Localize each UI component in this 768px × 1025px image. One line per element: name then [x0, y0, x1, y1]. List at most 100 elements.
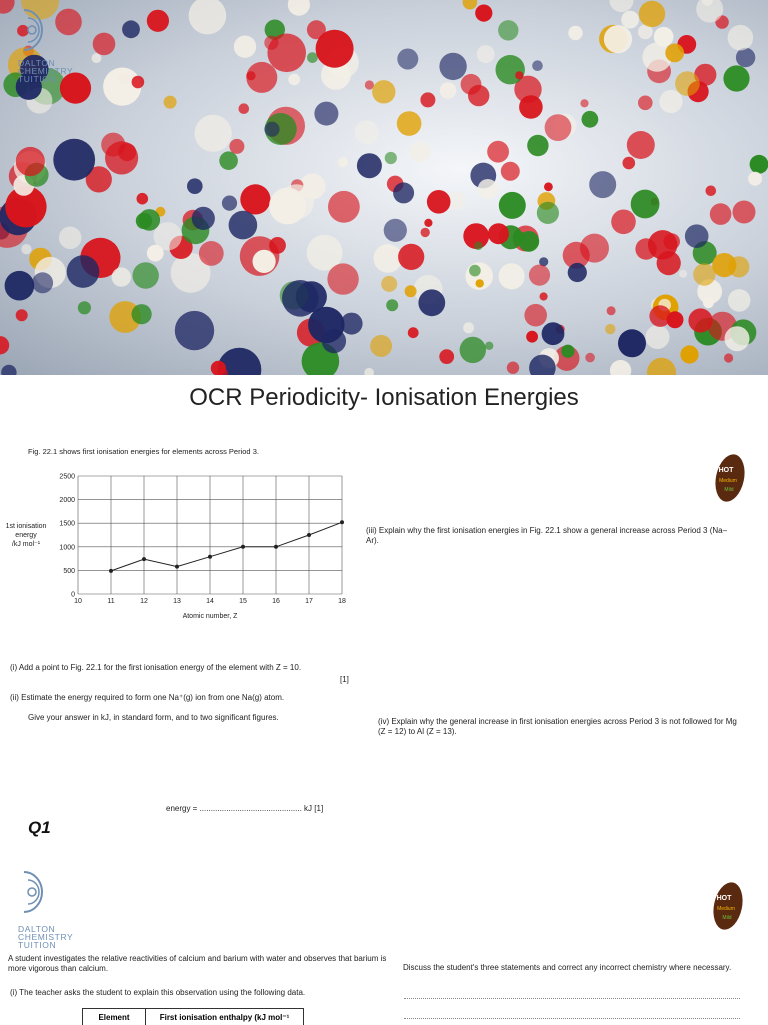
atom — [338, 157, 348, 168]
figure-caption: Fig. 22.1 shows first ionisation energie… — [28, 447, 259, 456]
logo-text: DALTON — [18, 58, 56, 68]
atom — [638, 0, 666, 28]
atom — [131, 304, 152, 325]
atom — [539, 292, 548, 301]
atom — [306, 234, 343, 271]
atom — [626, 131, 655, 159]
atom — [138, 209, 161, 231]
atom — [315, 29, 354, 68]
x-tick-label: 17 — [305, 598, 313, 605]
logo-text: TUITION — [18, 74, 57, 84]
atom — [585, 352, 595, 363]
atom — [58, 226, 82, 250]
answer-line — [404, 1018, 740, 1019]
atom — [513, 231, 525, 243]
atom — [638, 24, 653, 40]
badge-label: Medium — [717, 906, 735, 912]
atom — [580, 99, 589, 108]
atom — [59, 72, 92, 104]
atom — [356, 153, 382, 179]
atom — [15, 309, 28, 322]
atom — [66, 255, 100, 288]
atom — [393, 182, 415, 204]
x-tick-label: 14 — [206, 598, 214, 605]
x-axis-label: Atomic number, Z — [183, 613, 239, 620]
atom — [635, 238, 657, 260]
atom — [174, 310, 215, 351]
atom — [264, 113, 297, 145]
data-table: Element First ionisation enthalpy (kJ mo… — [82, 1008, 304, 1025]
atom — [264, 121, 280, 137]
y-tick-label: 500 — [63, 568, 75, 575]
atom — [580, 233, 609, 263]
atom — [498, 20, 519, 41]
atom — [0, 336, 10, 355]
atom — [398, 243, 425, 270]
answer-line: energy = ...............................… — [166, 804, 324, 813]
atom — [210, 360, 226, 375]
atom — [153, 222, 182, 251]
atom — [541, 322, 565, 346]
atom — [527, 134, 549, 157]
data-point — [274, 544, 278, 549]
atom — [539, 257, 549, 267]
atom — [468, 84, 490, 107]
atom — [475, 4, 493, 22]
x-tick-label: 16 — [272, 598, 280, 605]
atom — [447, 191, 466, 210]
atom — [647, 357, 676, 375]
atom — [712, 253, 737, 278]
atom — [439, 52, 467, 81]
x-tick-label: 11 — [107, 598, 114, 605]
atom — [53, 138, 96, 181]
question-text: (i) The teacher asks the student to expl… — [10, 988, 306, 997]
atom — [696, 0, 724, 23]
atom — [364, 367, 374, 375]
atom — [675, 71, 700, 96]
data-point — [307, 533, 311, 537]
atom — [649, 305, 671, 327]
atom — [198, 241, 224, 266]
logo-mark — [23, 9, 43, 51]
atom — [536, 201, 560, 224]
atom — [306, 20, 326, 40]
atom — [103, 67, 142, 106]
atom — [618, 329, 646, 358]
atom — [238, 103, 250, 114]
atom — [498, 191, 526, 219]
logo-text: DALTON — [18, 924, 56, 934]
atom — [132, 262, 159, 289]
badge-label: Mild — [722, 915, 731, 921]
atom — [32, 272, 54, 294]
atom — [606, 306, 616, 316]
table-header: First ionisation enthalpy (kJ mol⁻¹ — [159, 1013, 290, 1022]
atom — [589, 171, 617, 199]
atom — [735, 47, 756, 68]
question-text: Give your answer in kJ, in standard form… — [28, 713, 279, 722]
atom — [645, 325, 670, 349]
atom — [373, 244, 403, 273]
atom — [487, 140, 509, 163]
atom — [749, 154, 768, 174]
atom — [21, 244, 32, 255]
question-text: Discuss the student's three statements a… — [403, 963, 732, 972]
atom — [327, 263, 359, 295]
atom — [748, 171, 763, 186]
data-point — [241, 544, 245, 549]
atom — [328, 190, 360, 223]
atom — [269, 237, 286, 254]
data-point — [340, 520, 344, 525]
atom — [581, 110, 599, 128]
atom — [187, 178, 203, 194]
atom — [439, 349, 455, 364]
atom — [524, 303, 547, 327]
atom — [727, 24, 754, 51]
atom — [732, 200, 756, 224]
atom — [383, 218, 407, 242]
question-text: A student investigates the relative reac… — [8, 954, 387, 973]
atom — [603, 25, 633, 54]
atom — [77, 301, 91, 315]
badge-label: Mild — [724, 487, 733, 493]
atom — [684, 224, 709, 248]
atom — [463, 322, 475, 334]
